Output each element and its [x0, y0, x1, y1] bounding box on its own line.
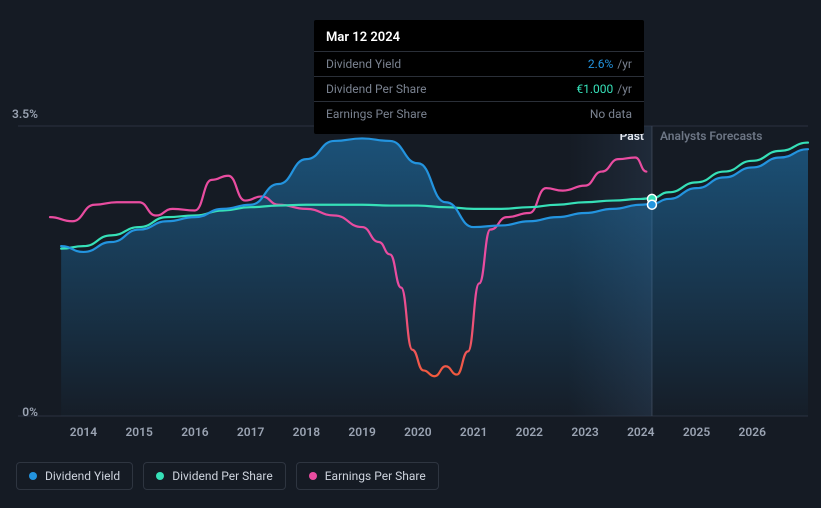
- tooltip-row: Earnings Per Share No data: [314, 101, 644, 126]
- legend-dot-icon: [309, 472, 317, 480]
- tooltip-date: Mar 12 2024: [314, 28, 644, 51]
- legend-item-dividend-per-share[interactable]: Dividend Per Share: [143, 462, 286, 490]
- legend-dot-icon: [29, 472, 37, 480]
- svg-text:2014: 2014: [70, 425, 98, 439]
- svg-text:2026: 2026: [739, 425, 767, 439]
- svg-text:2015: 2015: [125, 425, 153, 439]
- svg-text:2025: 2025: [683, 425, 711, 439]
- legend: Dividend Yield Dividend Per Share Earnin…: [16, 462, 439, 490]
- legend-item-dividend-yield[interactable]: Dividend Yield: [16, 462, 133, 490]
- tooltip-row-value: €1.000/yr: [576, 82, 632, 96]
- svg-text:3.5%: 3.5%: [12, 107, 38, 121]
- svg-text:2017: 2017: [237, 425, 265, 439]
- tooltip-row-value: 2.6%/yr: [588, 57, 632, 71]
- tooltip-row-label: Earnings Per Share: [326, 107, 427, 121]
- svg-text:2023: 2023: [571, 425, 599, 439]
- svg-text:2016: 2016: [181, 425, 209, 439]
- legend-label: Dividend Yield: [45, 469, 120, 483]
- svg-text:2022: 2022: [516, 425, 544, 439]
- legend-dot-icon: [156, 472, 164, 480]
- tooltip-row: Dividend Yield 2.6%/yr: [314, 51, 644, 76]
- svg-text:0%: 0%: [22, 405, 38, 419]
- svg-text:2024: 2024: [627, 425, 655, 439]
- svg-text:2020: 2020: [404, 425, 432, 439]
- svg-text:2021: 2021: [460, 425, 487, 439]
- legend-label: Dividend Per Share: [172, 469, 273, 483]
- svg-text:2019: 2019: [348, 425, 376, 439]
- tooltip-row-label: Dividend Per Share: [326, 82, 427, 96]
- svg-text:2018: 2018: [293, 425, 321, 439]
- legend-item-earnings-per-share[interactable]: Earnings Per Share: [296, 462, 439, 490]
- tooltip-row-value: No data: [590, 107, 632, 121]
- tooltip-row-label: Dividend Yield: [326, 57, 401, 71]
- legend-label: Earnings Per Share: [325, 469, 426, 483]
- hover-tooltip: Mar 12 2024 Dividend Yield2.6%/yrDividen…: [314, 20, 644, 134]
- svg-text:Analysts Forecasts: Analysts Forecasts: [660, 129, 762, 143]
- tooltip-row: Dividend Per Share €1.000/yr: [314, 76, 644, 101]
